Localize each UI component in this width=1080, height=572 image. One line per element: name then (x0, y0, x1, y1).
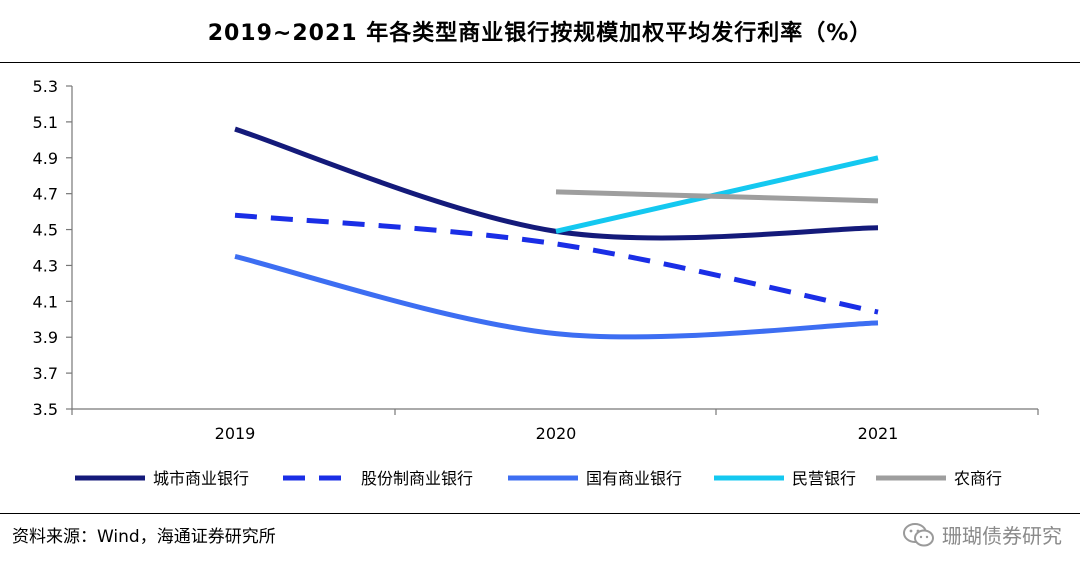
watermark: 珊瑚债券研究 (902, 520, 1062, 549)
legend-label-1: 股份制商业银行 (361, 469, 473, 488)
title-bar: 2019~2021 年各类型商业银行按规模加权平均发行利率（%） (0, 0, 1080, 63)
series-line-2 (234, 254, 879, 340)
x-tick-label-2: 2021 (858, 424, 899, 443)
x-tick-label-1: 2020 (536, 424, 577, 443)
series-line-4 (555, 189, 879, 204)
y-tick-label-4: 4.3 (33, 256, 58, 275)
y-tick-label-2: 3.9 (33, 328, 58, 347)
y-tick-label-8: 5.1 (33, 113, 58, 132)
watermark-text: 珊瑚债券研究 (942, 524, 1062, 548)
y-tick-label-6: 4.7 (33, 185, 58, 204)
legend-label-2: 国有商业银行 (586, 469, 682, 488)
source-bar: 资料来源：Wind，海通证券研究所 珊瑚债券研究 (0, 513, 1080, 572)
legend-label-3: 民营银行 (792, 469, 856, 488)
series-line-0 (234, 126, 879, 241)
series-line-1 (234, 212, 879, 315)
chart-title: 2019~2021 年各类型商业银行按规模加权平均发行利率（%） (207, 21, 873, 46)
y-tick-label-0: 3.5 (33, 400, 58, 419)
y-tick-label-3: 4.1 (33, 292, 58, 311)
legend-label-0: 城市商业银行 (153, 469, 249, 488)
wechat-icon (903, 522, 934, 546)
y-tick-label-9: 5.3 (33, 77, 58, 96)
y-tick-label-1: 3.7 (33, 364, 58, 383)
x-tick-label-0: 2019 (215, 424, 256, 443)
line-chart: 3.5 3.7 3.9 4.1 4.3 4.5 4.7 4.9 5.1 5.3 2019 2020 20… (33, 77, 1039, 488)
y-tick-label-7: 4.9 (33, 149, 58, 168)
source-note: 资料来源：Wind，海通证券研究所 (12, 527, 276, 547)
legend-label-4: 农商行 (954, 469, 1002, 488)
y-tick-label-5: 4.5 (33, 221, 58, 240)
